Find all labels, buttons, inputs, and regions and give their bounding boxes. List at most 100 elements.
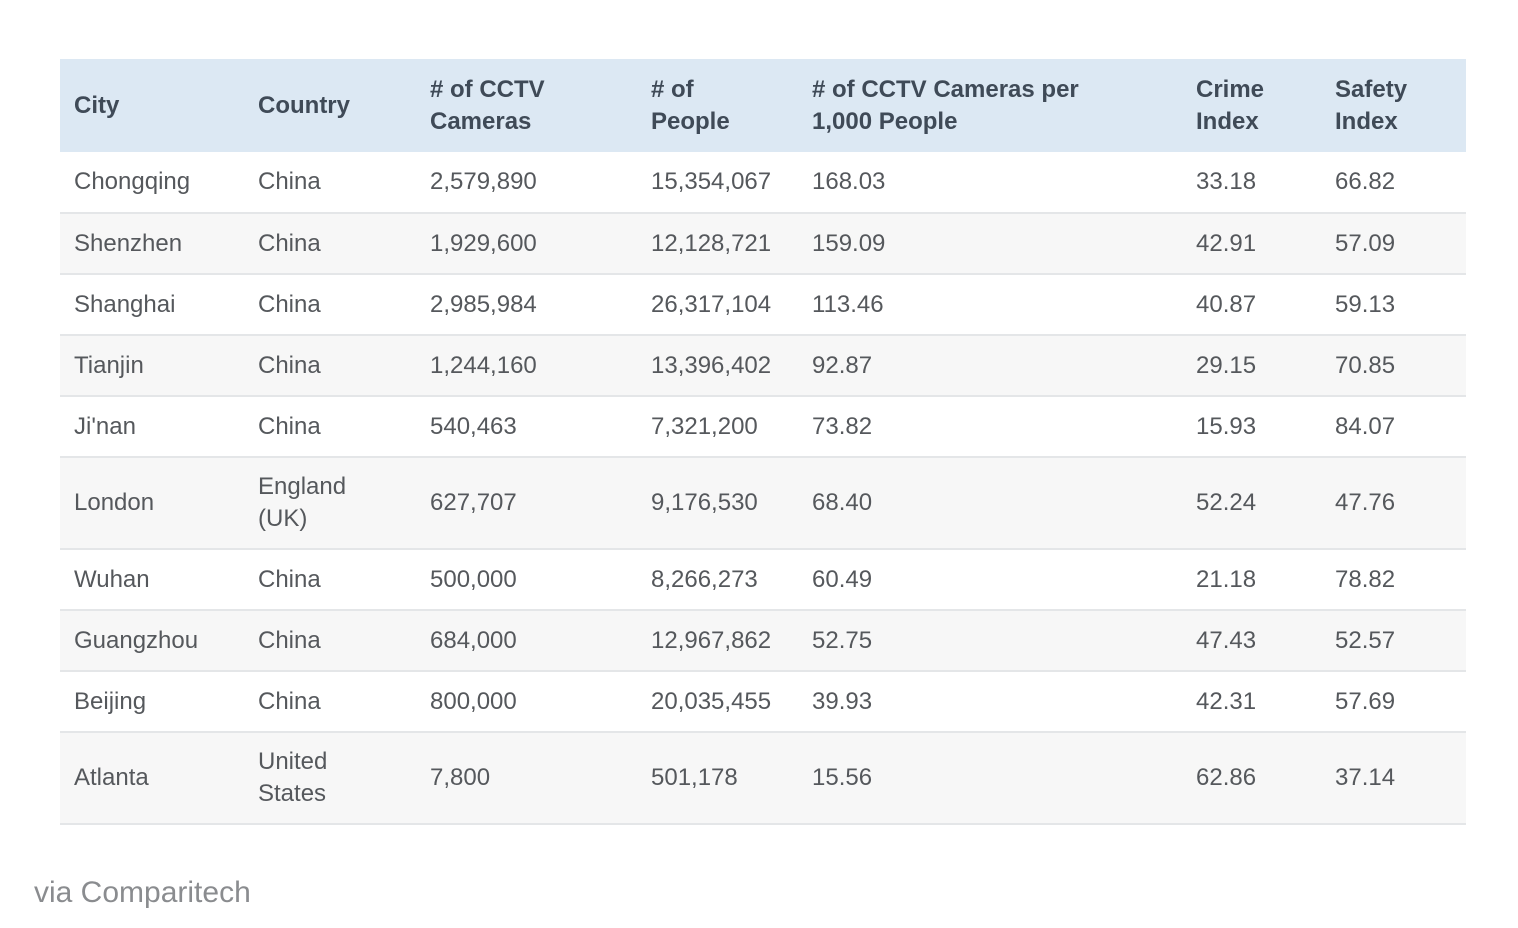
- text-line: 52.57: [1335, 626, 1396, 654]
- text-line: 66.82: [1335, 168, 1396, 195]
- cell-country: China: [244, 396, 416, 457]
- cell-crime-index: 33.18: [1182, 152, 1321, 213]
- text-line: Tianjin: [74, 351, 144, 379]
- header-crime-index: Crime Index: [1182, 59, 1321, 152]
- text-line: City: [74, 91, 120, 119]
- cell-country: China: [244, 549, 416, 610]
- text-line: 59.13: [1335, 290, 1396, 318]
- cell-cctv-cameras: 500,000: [416, 549, 637, 610]
- cell-people: 501,178: [637, 732, 798, 824]
- cell-cameras-per-1000: 92.87: [798, 335, 1182, 396]
- table-row: Wuhan China 500,000 8,266,273 60.49 21.18 78.8…: [60, 549, 1466, 610]
- header-cctv-cameras: # of CCTV Cameras: [416, 59, 637, 152]
- text-line: 52.24: [1196, 489, 1257, 516]
- table-row: Ji'nan China 540,463 7,321,200 73.82 15.93 84.…: [60, 396, 1466, 457]
- table-row: Guangzhou China 684,000 12,967,862 52.75 47.4…: [60, 610, 1466, 671]
- text-line: 684,000: [430, 626, 517, 654]
- text-line: London: [74, 489, 155, 516]
- text-line: 33.18: [1196, 168, 1257, 195]
- header-country: Country: [244, 59, 416, 152]
- cctv-table: City Country # of CCTV Cameras # of People # o…: [60, 59, 1466, 825]
- text-line: 37.14: [1335, 764, 1396, 791]
- text-line: Beijing: [74, 687, 147, 715]
- text-line: 57.09: [1335, 229, 1396, 257]
- cell-cctv-cameras: 800,000: [416, 671, 637, 732]
- cell-cctv-cameras: 684,000: [416, 610, 637, 671]
- cell-people: 9,176,530: [637, 457, 798, 549]
- cell-city: Atlanta: [60, 732, 244, 824]
- text-line: 92.87: [812, 351, 873, 379]
- text-line: 7,321,200: [651, 412, 758, 440]
- text-line: Index: [1196, 107, 1259, 135]
- table-row: Beijing China 800,000 20,035,455 39.93 42.31 5…: [60, 671, 1466, 732]
- text-line: 540,463: [430, 412, 517, 440]
- cell-safety-index: 52.57: [1321, 610, 1466, 671]
- text-line: 500,000: [430, 565, 517, 593]
- cell-people: 26,317,104: [637, 274, 798, 335]
- text-line: 39.93: [812, 687, 873, 715]
- text-line: 21.18: [1196, 565, 1257, 593]
- text-line: Cameras: [430, 107, 532, 135]
- cell-country: China: [244, 610, 416, 671]
- text-line: 42.91: [1196, 229, 1257, 257]
- text-line: 84.07: [1335, 412, 1396, 440]
- cell-cameras-per-1000: 52.75: [798, 610, 1182, 671]
- table-header-row: City Country # of CCTV Cameras # of People # o…: [60, 59, 1466, 152]
- cell-people: 13,396,402: [637, 335, 798, 396]
- cell-people: 12,967,862: [637, 610, 798, 671]
- source-caption: via Comparitech: [34, 876, 251, 909]
- cell-cameras-per-1000: 39.93: [798, 671, 1182, 732]
- text-line: 168.03: [812, 168, 886, 195]
- cell-city: Tianjin: [60, 335, 244, 396]
- cell-crime-index: 42.91: [1182, 213, 1321, 274]
- text-line: Wuhan: [74, 565, 150, 593]
- text-line: 26,317,104: [651, 290, 772, 318]
- text-line: 29.15: [1196, 351, 1257, 379]
- text-line: 1,000 People: [812, 107, 958, 135]
- text-line: 68.40: [812, 489, 873, 516]
- cell-cameras-per-1000: 113.46: [798, 274, 1182, 335]
- table-row: London England (UK) 627,707 9,176,530 68.40 52…: [60, 457, 1466, 549]
- cell-cctv-cameras: 2,985,984: [416, 274, 637, 335]
- cell-country: China: [244, 152, 416, 213]
- text-line: 800,000: [430, 687, 517, 715]
- cell-safety-index: 47.76: [1321, 457, 1466, 549]
- text-line: Chongqing: [74, 168, 191, 195]
- cell-cameras-per-1000: 168.03: [798, 152, 1182, 213]
- cell-crime-index: 47.43: [1182, 610, 1321, 671]
- cell-crime-index: 40.87: [1182, 274, 1321, 335]
- text-line: China: [258, 290, 321, 318]
- cell-city: Shanghai: [60, 274, 244, 335]
- text-line: 2,579,890: [430, 168, 537, 195]
- cell-cameras-per-1000: 15.56: [798, 732, 1182, 824]
- text-line: 627,707: [430, 489, 517, 516]
- cell-country: England (UK): [244, 457, 416, 549]
- cell-cctv-cameras: 7,800: [416, 732, 637, 824]
- text-line: China: [258, 351, 321, 379]
- text-line: England: [258, 473, 347, 500]
- cell-cctv-cameras: 2,579,890: [416, 152, 637, 213]
- text-line: 70.85: [1335, 351, 1396, 379]
- text-line: 2,985,984: [430, 290, 537, 318]
- text-line: # of CCTV Cameras per: [812, 75, 1079, 103]
- cell-safety-index: 70.85: [1321, 335, 1466, 396]
- text-line: Shanghai: [74, 290, 176, 318]
- text-line: 13,396,402: [651, 351, 772, 379]
- cell-people: 15,354,067: [637, 152, 798, 213]
- text-line: 15.56: [812, 764, 873, 791]
- cell-city: Wuhan: [60, 549, 244, 610]
- cell-cctv-cameras: 540,463: [416, 396, 637, 457]
- text-line: Index: [1335, 107, 1398, 135]
- cell-city: Beijing: [60, 671, 244, 732]
- cell-cctv-cameras: 1,929,600: [416, 213, 637, 274]
- cell-crime-index: 62.86: [1182, 732, 1321, 824]
- table-row: Atlanta United States 7,800 501,178 15.56 62.8…: [60, 732, 1466, 824]
- table-row: Tianjin China 1,244,160 13,396,402 92.87 29.1…: [60, 335, 1466, 396]
- text-line: States: [258, 780, 327, 807]
- text-line: China: [258, 687, 321, 715]
- text-line: 1,929,600: [430, 229, 537, 257]
- cell-people: 12,128,721: [637, 213, 798, 274]
- cell-safety-index: 57.09: [1321, 213, 1466, 274]
- cell-country: China: [244, 671, 416, 732]
